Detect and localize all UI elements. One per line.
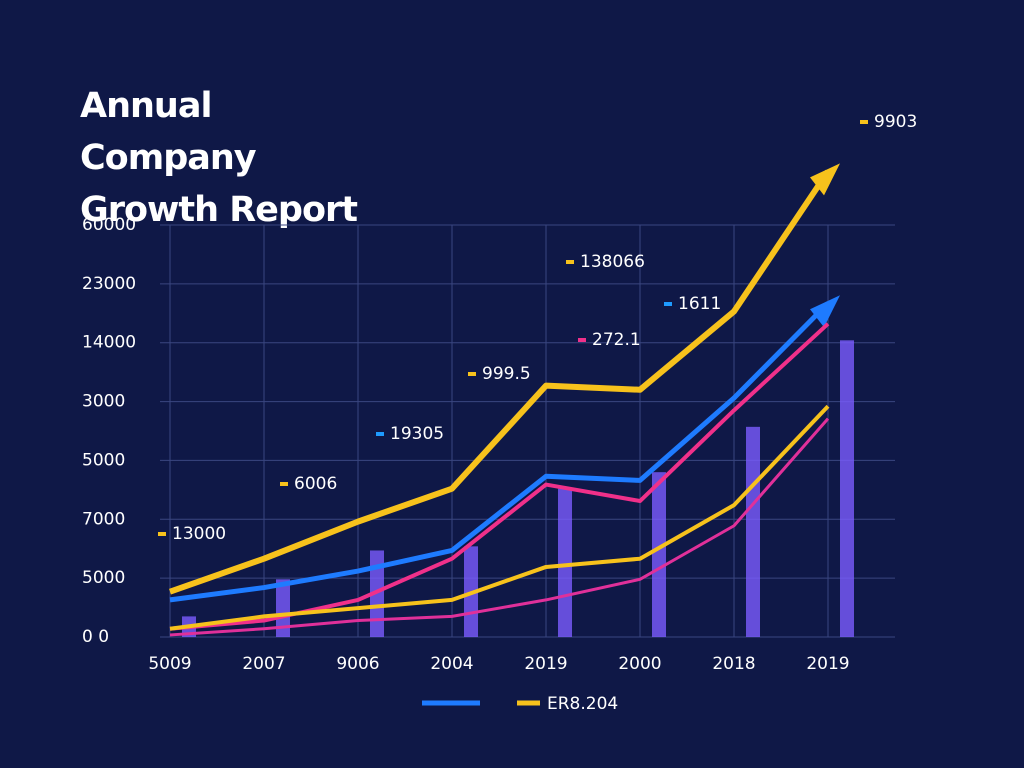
x-tick-label: 2018 [712, 654, 755, 674]
y-tick-label: 14000 [82, 333, 136, 353]
y-tick-label: 7000 [82, 509, 125, 529]
x-tick-label: 5009 [148, 654, 191, 674]
y-tick-label: 3000 [82, 392, 125, 412]
annotation: 138066 [580, 252, 645, 272]
annotation: 19305 [390, 424, 444, 444]
annotation: 6006 [294, 474, 337, 494]
x-tick-label: 2019 [524, 654, 567, 674]
y-tick-label: 23000 [82, 274, 136, 294]
x-tick-label: 2019 [806, 654, 849, 674]
x-tick-label: 2007 [242, 654, 285, 674]
x-tick-label: 9006 [336, 654, 379, 674]
annotation-marker [664, 302, 672, 306]
bar [746, 426, 760, 637]
arrow-head [810, 295, 840, 328]
line-series [169, 404, 830, 631]
line-series [169, 301, 830, 603]
line-series [169, 322, 830, 631]
y-tick-label: 60000 [82, 215, 136, 235]
annotation: 1611 [678, 294, 721, 314]
annotation-marker [376, 432, 384, 436]
annotation: 272.1 [592, 330, 641, 350]
annotation-marker [578, 338, 586, 342]
annotation: 999.5 [482, 364, 531, 384]
annotation: 9903 [874, 112, 917, 132]
legend-label: ER8.204 [547, 694, 618, 714]
y-tick-label: 0 0 [82, 627, 109, 647]
annotation-marker [566, 260, 574, 264]
chart-title: Annual Company Growth Report [80, 86, 358, 230]
x-tick-label: 2000 [618, 654, 661, 674]
y-tick-label: 5000 [82, 450, 125, 470]
arrow-head [810, 163, 840, 196]
annotation-marker [468, 372, 476, 376]
bar [840, 340, 854, 637]
annotation-marker [280, 482, 288, 486]
annotation-marker [860, 120, 868, 124]
line-series [169, 417, 830, 637]
line-series [169, 169, 831, 595]
bar [558, 488, 572, 637]
annotation-marker [158, 532, 166, 536]
x-tick-label: 2004 [430, 654, 473, 674]
bar [276, 579, 290, 637]
annotation: 13000 [172, 524, 226, 544]
bar [652, 472, 666, 637]
y-tick-label: 5000 [82, 568, 125, 588]
